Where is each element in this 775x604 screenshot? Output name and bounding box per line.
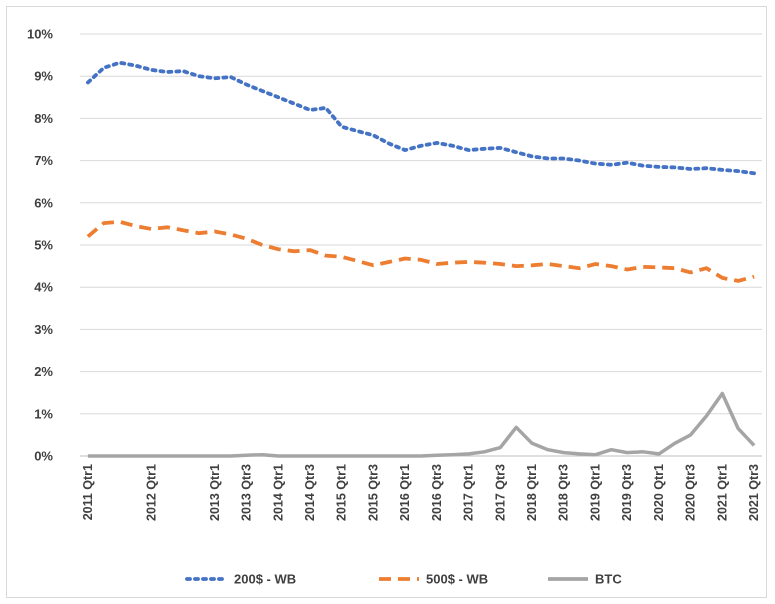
series-line-1	[86, 219, 755, 283]
legend: 200$ - WB 500$ - WB BTC	[185, 572, 622, 587]
x-axis-tick-labels: 2011 Qtr1 2012 Qtr1 2013 Qtr1 2013 Qtr3 2014…	[81, 464, 761, 521]
series-line-2	[87, 391, 756, 458]
x-tick-label: 2017 Qtr1	[462, 464, 476, 521]
series-line-0	[86, 60, 756, 176]
x-tick-label: 2016 Qtr1	[398, 464, 412, 521]
y-tick-label: 2%	[34, 364, 53, 379]
x-tick-label: 2018 Qtr3	[557, 464, 571, 521]
x-tick-label: 2019 Qtr1	[588, 464, 602, 521]
y-tick-label: 9%	[34, 69, 53, 84]
y-axis-tick-labels: 0% 1% 2% 3% 4% 5% 6% 7% 8% 9% 10%	[27, 27, 53, 464]
x-tick-label: 2013 Qtr1	[208, 464, 222, 521]
x-tick-label: 2020 Qtr3	[684, 464, 698, 521]
x-tick-label: 2015 Qtr1	[335, 464, 349, 521]
y-tick-label: 7%	[34, 153, 53, 168]
x-tick-label: 2011 Qtr1	[81, 464, 95, 520]
legend-label: 200$ - WB	[234, 572, 296, 587]
y-tick-label: 4%	[34, 280, 53, 295]
y-tick-label: 10%	[27, 27, 53, 42]
x-tick-label: 2012 Qtr1	[144, 464, 158, 521]
y-tick-label: 0%	[34, 449, 53, 464]
y-tick-label: 5%	[34, 238, 53, 253]
x-tick-label: 2020 Qtr1	[652, 464, 666, 521]
legend-label: BTC	[595, 572, 622, 587]
x-tick-label: 2014 Qtr1	[271, 464, 285, 521]
x-tick-label: 2021 Qtr1	[715, 464, 729, 521]
x-tick-label: 2018 Qtr1	[525, 464, 539, 521]
x-tick-label: 2015 Qtr3	[366, 464, 380, 521]
y-tick-label: 6%	[34, 195, 53, 210]
x-tick-label: 2017 Qtr3	[493, 464, 507, 521]
x-tick-label: 2014 Qtr3	[303, 464, 317, 521]
x-tick-label: 2016 Qtr3	[430, 464, 444, 521]
chart-frame	[6, 6, 767, 598]
x-tick-label: 2021 Qtr3	[747, 464, 761, 521]
y-tick-label: 1%	[34, 406, 53, 421]
y-tick-label: 3%	[34, 322, 53, 337]
legend-label: 500$ - WB	[426, 572, 488, 587]
x-tick-label: 2019 Qtr3	[620, 464, 634, 521]
x-tick-label: 2013 Qtr3	[240, 464, 254, 521]
gridlines	[80, 33, 762, 457]
y-tick-label: 8%	[34, 111, 53, 126]
series-lines	[86, 60, 756, 458]
